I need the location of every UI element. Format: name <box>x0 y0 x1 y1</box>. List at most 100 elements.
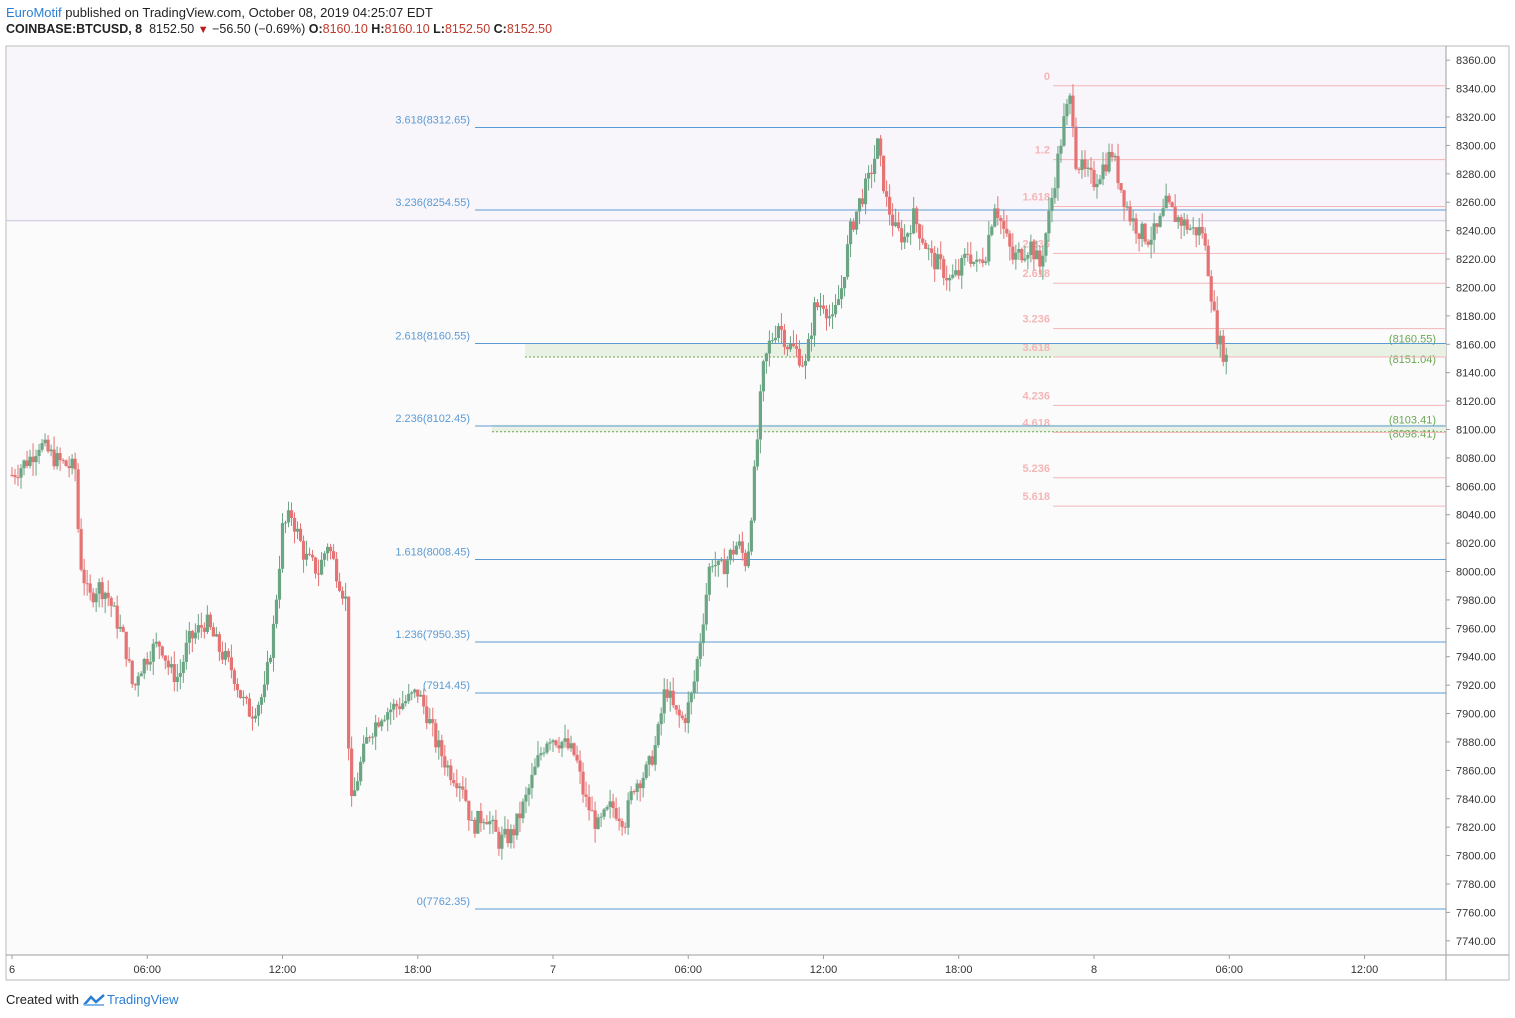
candle-body <box>1020 249 1024 261</box>
candle-body <box>812 302 817 336</box>
candle-body <box>683 718 687 724</box>
candle-body <box>671 690 675 706</box>
candle-body <box>999 217 1003 221</box>
candle <box>626 792 630 835</box>
candle-body <box>383 719 387 721</box>
candle-body <box>419 694 423 697</box>
candle <box>1164 183 1168 209</box>
candle <box>109 596 113 618</box>
candle <box>1056 145 1060 201</box>
candle-body <box>184 642 188 662</box>
x-tick-label: 18:00 <box>404 964 432 976</box>
candle <box>19 464 23 489</box>
candle-body <box>295 528 300 532</box>
candle <box>1059 139 1063 163</box>
candle-body <box>431 719 435 724</box>
candle-body <box>710 566 714 568</box>
candle-body <box>824 308 829 319</box>
fib-secondary-label: 5.236 <box>1022 463 1050 475</box>
candle <box>325 543 330 561</box>
candle-body <box>325 546 330 554</box>
fib-secondary-label: 0 <box>1044 71 1050 83</box>
candle-body <box>1137 233 1141 239</box>
candle <box>1110 143 1114 162</box>
candle-body <box>674 705 678 710</box>
candle-body <box>52 449 56 467</box>
candle <box>833 294 838 318</box>
candle-body <box>1110 151 1114 158</box>
candle-body <box>235 683 240 691</box>
candle-body <box>112 605 116 607</box>
candle <box>232 667 237 691</box>
candle-body <box>31 456 35 463</box>
tradingview-brand[interactable]: TradingView <box>106 992 179 1007</box>
candle <box>752 460 756 524</box>
candle <box>362 735 366 764</box>
candle-body <box>1083 159 1087 169</box>
candle <box>605 805 609 812</box>
y-tick-label: 8360.00 <box>1456 55 1496 67</box>
candle-body <box>906 233 910 237</box>
candle <box>1173 194 1177 222</box>
candle-body <box>386 712 390 720</box>
candle-body <box>851 221 856 230</box>
y-tick-label: 8080.00 <box>1456 453 1496 465</box>
candle <box>545 741 549 755</box>
candle <box>166 655 170 676</box>
candle-body <box>443 756 447 768</box>
candle <box>1209 270 1213 313</box>
candle <box>286 501 291 528</box>
candle-body <box>61 460 65 462</box>
candle <box>806 332 811 362</box>
candle <box>803 353 808 380</box>
candle <box>1122 189 1126 221</box>
price-chart[interactable]: 7740.00 7760.00 7780.00 7800.00 7820.00 7840.… <box>0 0 1515 990</box>
candle <box>710 559 714 573</box>
candle <box>419 690 423 697</box>
fib-main-label: 1.236(7950.35) <box>395 629 470 641</box>
candle-body <box>857 198 862 212</box>
candle-body <box>401 703 405 709</box>
candle <box>776 323 781 343</box>
candle <box>52 436 56 470</box>
candle-body <box>689 693 693 703</box>
candle-body <box>304 553 309 560</box>
candle-body <box>972 261 976 264</box>
candle <box>368 735 372 743</box>
candle-body <box>1167 195 1171 203</box>
x-tick-label: 12:00 <box>269 964 297 976</box>
candle <box>1185 214 1189 235</box>
candle <box>1194 227 1198 248</box>
candle-body <box>668 690 672 698</box>
candle-body <box>341 590 345 599</box>
fib-secondary-label: 1.618 <box>1022 191 1050 203</box>
candle <box>1203 227 1207 251</box>
candle-body <box>70 458 74 469</box>
x-tick-label: 12:00 <box>1351 964 1379 976</box>
candle <box>791 330 796 348</box>
candle <box>674 704 678 715</box>
candle-body <box>611 801 615 809</box>
candle-body <box>371 736 375 738</box>
candle-body <box>933 252 937 270</box>
candle <box>55 446 59 470</box>
candle-body <box>286 510 291 523</box>
candle <box>97 578 101 608</box>
candle <box>758 384 762 454</box>
candle-body <box>1131 218 1135 222</box>
candle-body <box>416 689 420 697</box>
candle <box>497 827 501 856</box>
candle-body <box>1116 156 1120 184</box>
candle <box>482 818 486 830</box>
candle <box>939 241 943 270</box>
candle <box>1095 174 1099 199</box>
candle <box>181 654 185 683</box>
candle-body <box>725 560 729 575</box>
candle-body <box>199 625 203 628</box>
candle-body <box>350 748 354 797</box>
candle-body <box>49 449 53 452</box>
candle-body <box>509 829 513 844</box>
author-link[interactable]: EuroMotif <box>6 5 62 20</box>
candle <box>1197 218 1201 245</box>
candle-body <box>169 664 173 668</box>
